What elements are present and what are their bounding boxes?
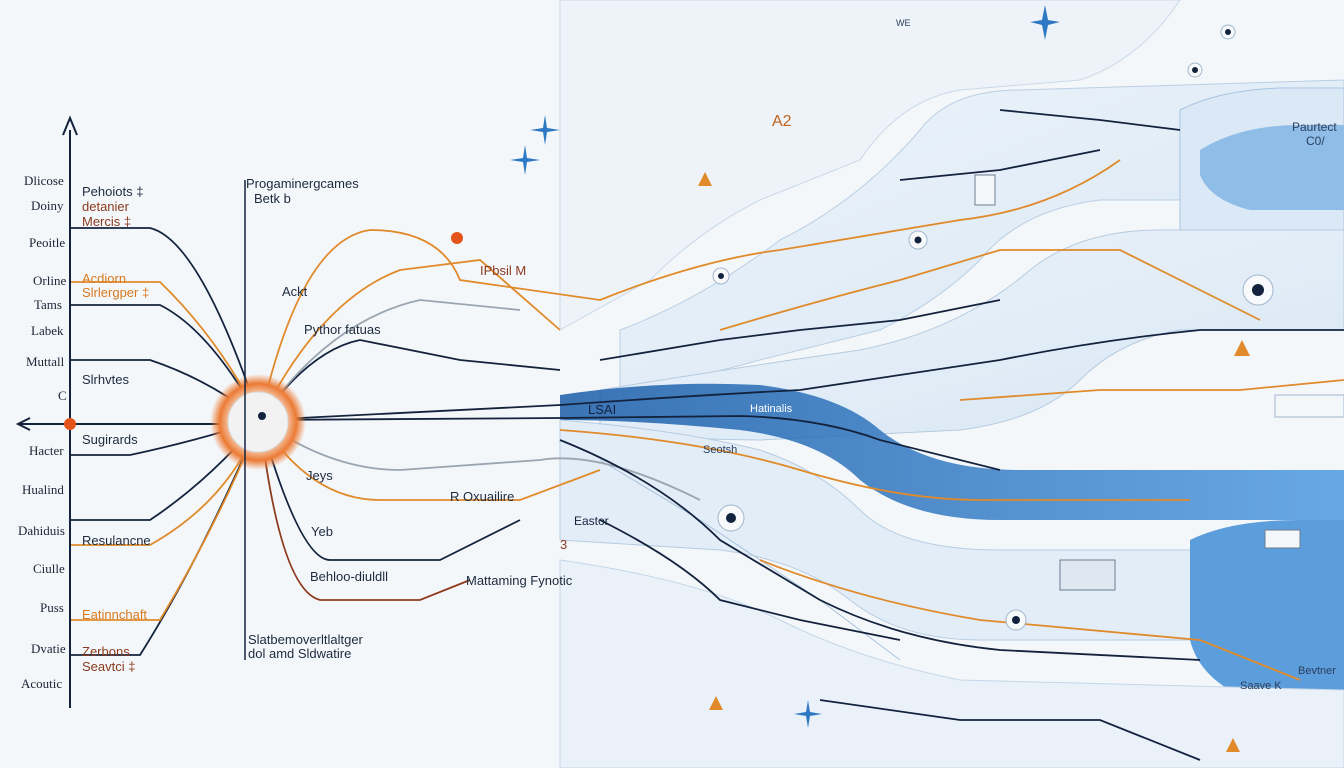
hub xyxy=(210,180,306,660)
axis-label: Dlicose xyxy=(24,173,64,188)
panel-label: Saave K xyxy=(1240,680,1282,692)
panel-label: WE xyxy=(896,18,911,28)
node-label: IPbsil M xyxy=(480,263,527,278)
camera-icon xyxy=(1252,284,1264,296)
axis-label: Dahiduis xyxy=(18,523,65,538)
camera-icon xyxy=(726,513,736,523)
warning-icon xyxy=(709,696,723,710)
axis-label: Acoutic xyxy=(21,676,63,691)
node-label: Acdiorn xyxy=(82,271,127,286)
axis-label: Doiny xyxy=(31,198,64,213)
node-label: Pythor fatuas xyxy=(304,322,381,337)
node-label: dol amd Sldwatire xyxy=(248,646,352,661)
node-label: 3 xyxy=(560,537,568,552)
node-label: Slrhvtes xyxy=(82,372,129,387)
axis-label: Tams xyxy=(34,297,62,312)
axis-label: Hualind xyxy=(22,482,64,497)
panel-label: Paurtect xyxy=(1292,120,1337,134)
sparkle-icon xyxy=(1030,5,1060,40)
node-label: Eatinnchaft xyxy=(82,607,148,622)
sparkle-icon xyxy=(794,700,822,728)
node-label: Seavtci ‡ xyxy=(82,659,136,674)
node-label: Yeb xyxy=(311,524,333,539)
node-label: Slrlergper ‡ xyxy=(82,285,150,300)
axis-label: Muttall xyxy=(26,354,65,369)
panel-label: LSAI xyxy=(588,402,617,417)
node-label: Slatbemoverltlaltger xyxy=(248,632,363,647)
arrow-left-icon xyxy=(15,417,31,431)
node-label: Ackt xyxy=(282,284,308,299)
sparkle-icon xyxy=(530,115,560,145)
axis-label: Peoitle xyxy=(29,235,66,250)
node-label: Mattaming Fynotic xyxy=(466,573,573,588)
origin-dot xyxy=(64,418,76,430)
panel-label: Hatinalis xyxy=(750,403,793,415)
vertical-axis xyxy=(15,115,260,708)
axis-label: Orline xyxy=(33,273,67,288)
node-label: R Oxuailire xyxy=(450,489,515,504)
decorations xyxy=(451,5,1344,752)
gear-icon xyxy=(974,174,996,206)
arrow-up-icon xyxy=(62,115,78,136)
axis-label: Dvatie xyxy=(31,641,66,656)
node-label: Progaminergcames xyxy=(246,176,359,191)
node-label: Zerbons xyxy=(82,644,130,659)
node-label: Betk b xyxy=(254,191,291,206)
axis-label: Labek xyxy=(31,323,64,338)
axis-label: Puss xyxy=(40,600,64,615)
node-label: Behloo-diuldll xyxy=(310,569,389,584)
node-label: detanier xyxy=(82,199,129,214)
node-label: Jeys xyxy=(306,468,333,483)
warning-icon xyxy=(1226,738,1240,752)
node-label: Sugirards xyxy=(82,432,138,447)
panel-label: Seotsh xyxy=(703,444,738,456)
layered-panels xyxy=(559,0,1344,768)
axis-label: C xyxy=(58,388,67,403)
panel-label: Eastor xyxy=(574,514,609,528)
node-label: Resulancne xyxy=(82,533,151,548)
node-label: A2 xyxy=(772,113,792,130)
panel-label: C0/ xyxy=(1306,134,1325,148)
axis-label: Hacter xyxy=(29,443,64,458)
warning-icon xyxy=(698,172,712,186)
panel-label: Bevtner xyxy=(1298,665,1336,677)
node-label: Mercis ‡ xyxy=(82,214,132,229)
node-label: Pehoiots ‡ xyxy=(82,184,144,199)
warning-icon xyxy=(1234,340,1250,356)
sparkle-icon xyxy=(510,145,540,175)
axis-label: Ciulle xyxy=(33,561,65,576)
